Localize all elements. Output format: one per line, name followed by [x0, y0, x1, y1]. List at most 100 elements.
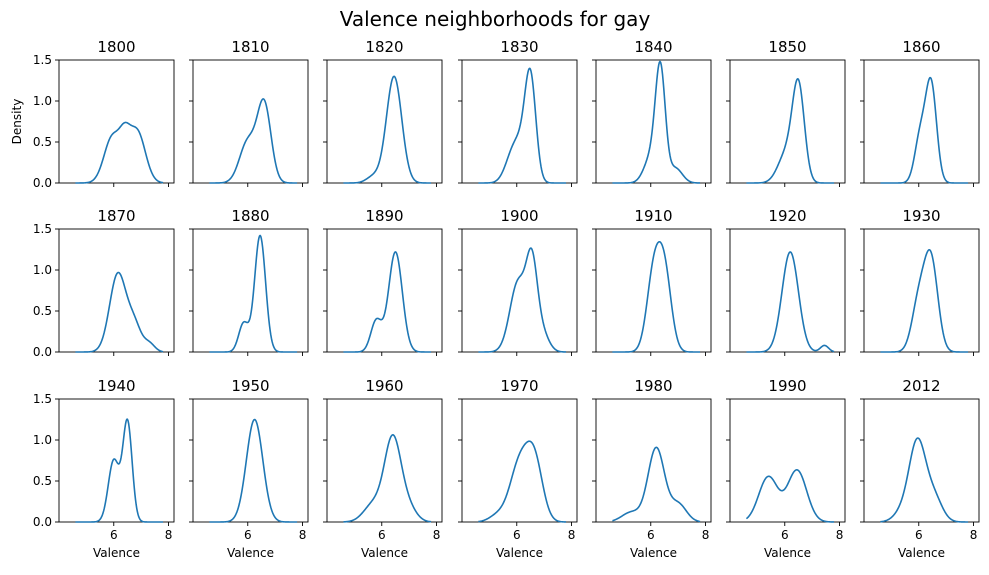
x-axis-label: Valence [93, 546, 140, 560]
panel-1860: 1860 [860, 38, 980, 187]
y-tick-label: 0.5 [33, 135, 52, 149]
y-tick-label: 1.0 [33, 263, 52, 277]
density-curve-1950 [209, 418, 298, 523]
x-tick-label: 8 [165, 528, 173, 542]
plot-frame [461, 59, 578, 184]
y-tick-label: 0.5 [33, 474, 52, 488]
panel-title: 1860 [902, 38, 940, 56]
panel-title: 2012 [902, 377, 940, 395]
panel-1890: 1890 [323, 207, 443, 356]
y-tick-label: 0.0 [33, 345, 52, 359]
x-axis-label: Valence [227, 546, 274, 560]
panel-title: 1830 [500, 38, 538, 56]
plot-frame [192, 228, 309, 353]
panel-title: 1800 [97, 38, 135, 56]
panel-2012: 2012 6 8 Valence [860, 377, 980, 560]
x-tick-label: 6 [915, 528, 923, 542]
density-curve-1830 [478, 67, 567, 184]
panel-title: 1960 [365, 377, 403, 395]
plot-frame [461, 398, 578, 523]
panel-title: 1920 [768, 207, 806, 225]
panel-title: 1820 [365, 38, 403, 56]
x-tick-label: 6 [378, 528, 386, 542]
density-curve-1990 [745, 469, 835, 523]
panel-1960: 1960 6 8 Valence [323, 377, 443, 560]
y-tick-label: 1.5 [33, 392, 52, 406]
density-curve-1970 [478, 440, 567, 523]
figure-title: Valence neighborhoods for gay [340, 7, 651, 31]
x-axis-label: Valence [361, 546, 408, 560]
x-tick-label: 8 [702, 528, 710, 542]
plot-frame [326, 59, 443, 184]
panel-title: 1970 [500, 377, 538, 395]
y-tick-label: 1.5 [33, 222, 52, 236]
x-axis-label: Valence [898, 546, 945, 560]
density-curve-1890 [343, 251, 432, 353]
panel-1900: 1900 [458, 207, 578, 356]
panel-1850: 1850 [726, 38, 846, 187]
x-tick-label: 6 [647, 528, 655, 542]
plot-frame [58, 228, 175, 353]
panel-title: 1940 [97, 377, 135, 395]
plot-frame [461, 228, 578, 353]
density-curve-1980 [612, 446, 701, 523]
x-tick-label: 8 [299, 528, 307, 542]
x-tick-label: 6 [110, 528, 118, 542]
plot-frame [729, 398, 846, 523]
plot-frame [595, 398, 712, 523]
density-curve-1930 [880, 248, 969, 353]
panel-1950: 1950 6 8 Valence [189, 377, 309, 560]
density-curve-1870 [75, 271, 164, 353]
panel-1810: 1810 [189, 38, 309, 187]
panel-1980: 1980 6 8 Valence [592, 377, 712, 560]
panel-1830: 1830 [458, 38, 578, 187]
panel-title: 1870 [97, 207, 135, 225]
density-curve-1960 [343, 434, 432, 523]
panel-1940: 1940 0.0 0.5 1.0 1.5 6 8 Valence [33, 377, 175, 560]
panel-1910: 1910 [592, 207, 712, 356]
x-axis-label: Valence [764, 546, 811, 560]
panel-1990: 1990 6 8 Valence [726, 377, 846, 560]
density-curve-1920 [746, 251, 835, 353]
density-curve-1850 [746, 77, 835, 184]
density-curve-1940 [75, 418, 164, 523]
x-tick-label: 6 [513, 528, 521, 542]
density-curve-1800 [75, 121, 164, 184]
panel-title: 1930 [902, 207, 940, 225]
density-curve-1880 [209, 234, 298, 353]
panel-title: 1990 [768, 377, 806, 395]
plot-frame [326, 228, 443, 353]
panels-grid: 1800 0.0 0.5 1.0 1.5 Density 1810 1820 1830 1840 1… [10, 38, 980, 560]
panel-title: 1890 [365, 207, 403, 225]
density-curve-2012 [880, 437, 969, 523]
panel-title: 1810 [231, 38, 269, 56]
density-curve-1910 [612, 240, 701, 353]
panel-title: 1880 [231, 207, 269, 225]
panel-title: 1910 [634, 207, 672, 225]
panel-1880: 1880 [189, 207, 309, 356]
panel-title: 1950 [231, 377, 269, 395]
x-tick-label: 6 [781, 528, 789, 542]
panel-1840: 1840 [592, 38, 712, 187]
panel-title: 1900 [500, 207, 538, 225]
y-tick-label: 0.0 [33, 176, 52, 190]
panel-1970: 1970 6 8 Valence [458, 377, 578, 560]
plot-frame [58, 59, 175, 184]
panel-title: 1840 [634, 38, 672, 56]
plot-frame [729, 59, 846, 184]
x-axis-label: Valence [630, 546, 677, 560]
y-tick-label: 0.5 [33, 304, 52, 318]
density-curve-1810 [209, 98, 298, 184]
plot-frame [729, 228, 846, 353]
panel-title: 1980 [634, 377, 672, 395]
y-tick-label: 0.0 [33, 515, 52, 529]
density-curve-1840 [612, 60, 701, 184]
y-tick-label: 1.0 [33, 433, 52, 447]
plot-frame [863, 398, 980, 523]
panel-1920: 1920 [726, 207, 846, 356]
y-axis-label: Density [10, 99, 24, 145]
plot-frame [863, 228, 980, 353]
panel-1820: 1820 [323, 38, 443, 187]
y-tick-label: 1.5 [33, 53, 52, 67]
